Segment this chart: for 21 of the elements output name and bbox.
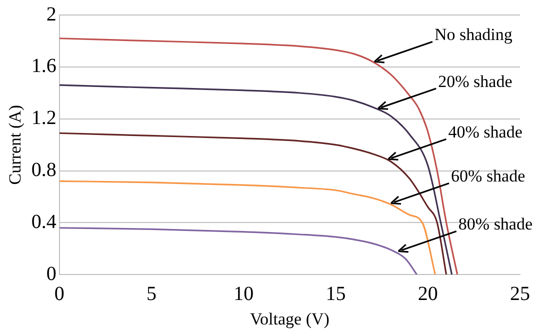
x-tick-label: 20	[418, 282, 438, 305]
y-tick-label: 0	[46, 262, 56, 285]
line-series	[59, 132, 448, 275]
y-axis-title: Current (A)	[6, 104, 25, 185]
annotation: 80% shade	[458, 214, 533, 234]
line-series	[59, 227, 418, 275]
y-tick-label: 2	[46, 3, 56, 26]
annotation: 60% shade	[451, 166, 526, 186]
x-tick-label: 25	[510, 282, 530, 305]
y-tick-label: 1.2	[31, 107, 56, 130]
y-tick-label: 0.8	[31, 159, 56, 182]
x-tick-label: 5	[146, 282, 157, 305]
x-tick-label: 15	[326, 282, 346, 305]
x-axis-title: Voltage (V)	[250, 309, 330, 328]
annotation: 20% shade	[438, 72, 512, 91]
y-tick-label: 1.6	[31, 55, 56, 78]
annotation: No shading	[434, 25, 513, 44]
annotation: 40% shade	[448, 122, 522, 142]
line-series	[59, 180, 436, 275]
x-tick-label: 10	[234, 282, 254, 305]
y-tick-label: 0.4	[31, 210, 56, 233]
